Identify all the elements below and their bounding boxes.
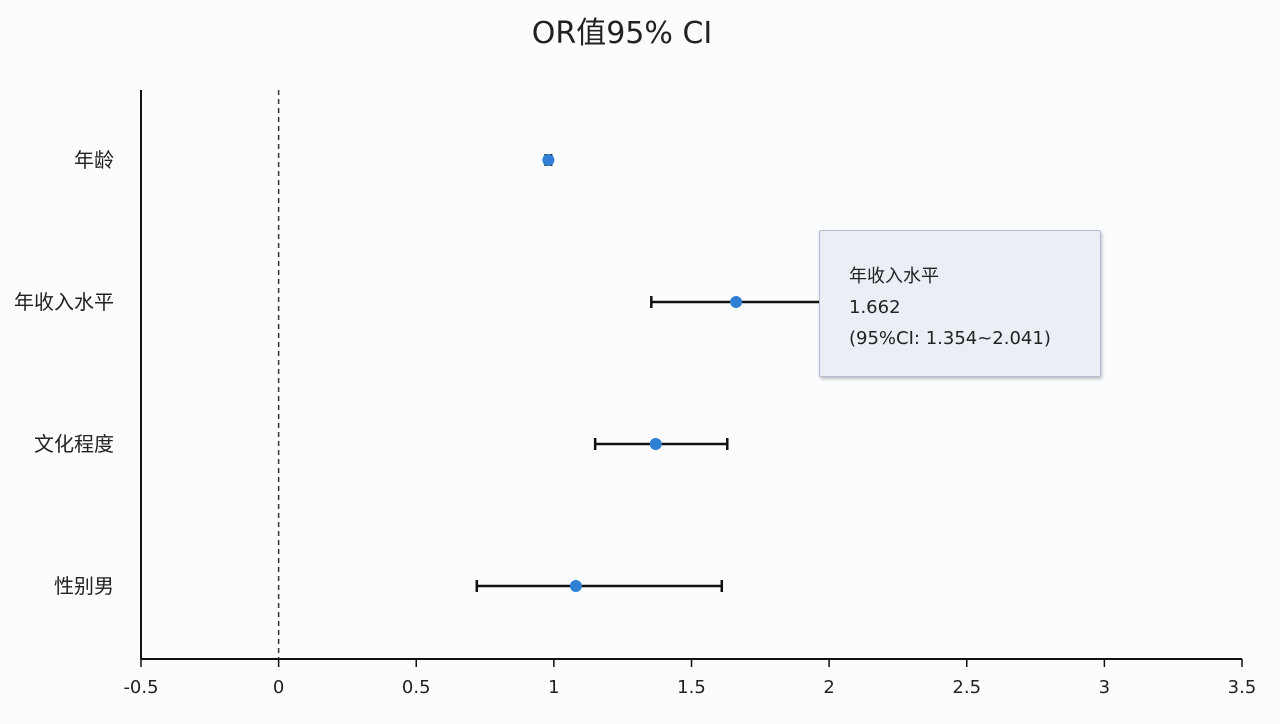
x-tick-label: 0.5	[402, 677, 431, 698]
x-tick-label: 1	[548, 677, 559, 698]
tooltip-ci: (95%CI: 1.354~2.041)	[849, 328, 1051, 349]
or-point	[649, 438, 662, 450]
x-tick-label: 3	[1099, 677, 1110, 698]
x-tick-label: -0.5	[123, 677, 158, 698]
category-label: 年龄	[74, 148, 114, 172]
or-point	[730, 296, 743, 308]
category-label: 文化程度	[34, 432, 114, 456]
category-label: 性别男	[54, 574, 114, 598]
or-point	[542, 154, 555, 166]
chart-title: OR值95% CI	[532, 16, 712, 51]
x-tick-label: 2	[823, 677, 834, 698]
tooltip-name: 年收入水平	[849, 266, 939, 287]
category-label: 年收入水平	[14, 290, 114, 314]
x-tick-label: 3.5	[1228, 677, 1257, 698]
or-point	[569, 580, 582, 592]
x-tick-label: 1.5	[677, 677, 706, 698]
x-tick-label: 2.5	[952, 677, 981, 698]
tooltip-value: 1.662	[849, 297, 901, 318]
data-tooltip: 年收入水平 1.662 (95%CI: 1.354~2.041)	[819, 230, 1101, 377]
x-tick-label: 0	[273, 677, 284, 698]
